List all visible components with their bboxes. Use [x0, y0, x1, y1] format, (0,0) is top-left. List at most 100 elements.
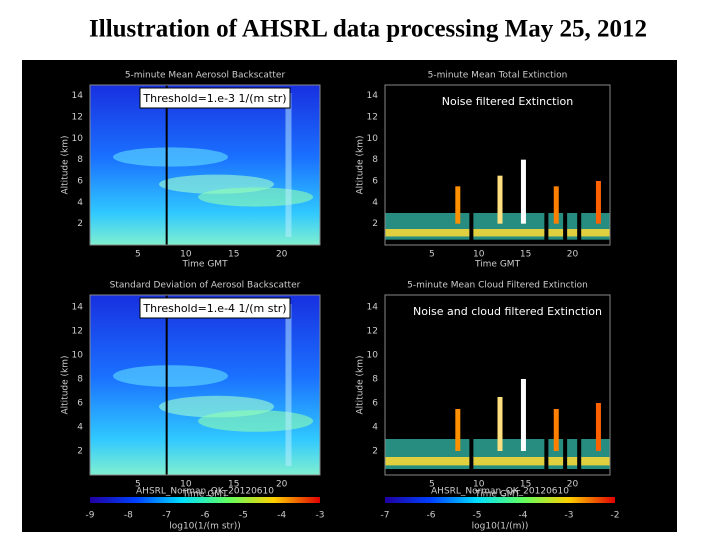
cloud-column — [469, 403, 474, 475]
colorbar-caption: AHSRL_Norman_OK_20120610 — [431, 487, 569, 497]
x-axis-label: Time GMT — [474, 260, 521, 270]
y-tick-label: 6 — [372, 399, 378, 409]
y-axis-label: Altitude (km) — [61, 135, 71, 194]
cloud-feature — [285, 93, 292, 237]
cloud-feature — [285, 304, 292, 466]
cloud-column — [544, 181, 549, 245]
aerosol-feature — [113, 365, 228, 387]
x-axis-label: Time GMT — [181, 490, 228, 500]
y-tick-label: 4 — [77, 198, 83, 208]
x-tick-label: 20 — [276, 250, 288, 260]
boundary-layer-top — [385, 229, 610, 237]
y-tick-label: 6 — [372, 177, 378, 187]
plot-frame — [89, 294, 321, 476]
x-tick-label: 15 — [228, 480, 239, 490]
y-tick-label: 10 — [72, 351, 84, 361]
y-tick-label: 12 — [72, 327, 83, 337]
y-tick-label: 4 — [372, 198, 378, 208]
plot-frame — [384, 84, 611, 246]
y-tick-label: 12 — [367, 113, 378, 123]
colorbar-tick-label: -7 — [162, 511, 171, 521]
cloud-column — [455, 186, 461, 224]
y-tick-label: 6 — [77, 177, 83, 187]
heatmap — [90, 295, 320, 475]
y-tick-label: 6 — [77, 399, 83, 409]
panel-title: Standard Deviation of Aerosol Backscatte… — [110, 281, 301, 291]
colorbar-tick-label: -6 — [201, 511, 210, 521]
y-tick-label: 12 — [367, 327, 378, 337]
colorbar-tick-label: -5 — [239, 511, 248, 521]
y-tick-label: 8 — [77, 155, 83, 165]
x-tick-label: 5 — [429, 480, 435, 490]
panel-title: 5-minute Mean Aerosol Backscatter — [125, 71, 286, 81]
aerosol-feature — [198, 187, 314, 207]
y-tick-label: 2 — [77, 219, 83, 229]
cloud-column — [563, 181, 568, 245]
colorbar-label: log10(1/(m str)) — [169, 522, 241, 532]
colorbar-tick-label: -9 — [86, 511, 95, 521]
cloud-column — [520, 379, 526, 451]
y-tick-label: 2 — [372, 447, 378, 457]
colorbar-tick-label: -4 — [519, 511, 528, 521]
colorbar-tick-label: -7 — [381, 511, 390, 521]
slide-title: Illustration of AHSRL data processing Ma… — [89, 16, 647, 43]
y-tick-label: 8 — [77, 375, 83, 385]
y-tick-label: 14 — [367, 91, 379, 101]
y-axis-label: Altitude (km) — [356, 355, 366, 414]
plot-frame — [384, 294, 611, 476]
x-tick-label: 5 — [135, 480, 141, 490]
x-tick-label: 15 — [520, 250, 531, 260]
overlay-label: Noise filtered Extinction — [442, 95, 574, 108]
boundary-layer-top — [385, 457, 610, 466]
x-tick-label: 20 — [567, 250, 579, 260]
colorbar-tick-label: -2 — [611, 511, 620, 521]
colorbar-tick-label: -3 — [565, 511, 574, 521]
colorbar — [385, 497, 615, 503]
overlay-box — [139, 87, 291, 109]
y-tick-label: 8 — [372, 155, 378, 165]
y-tick-label: 10 — [367, 351, 379, 361]
cloud-column — [595, 403, 601, 451]
overlay-label: Threshold=1.e-4 1/(m str) — [142, 302, 286, 315]
x-tick-label: 20 — [567, 480, 579, 490]
y-axis-label: Altitude (km) — [356, 135, 366, 194]
cloud-column — [595, 181, 601, 224]
cloud-column — [520, 159, 526, 224]
y-tick-label: 14 — [367, 303, 379, 313]
y-tick-label: 8 — [372, 375, 378, 385]
colorbar-tick-label: -5 — [473, 511, 482, 521]
y-tick-label: 2 — [77, 447, 83, 457]
colorbar-tick-label: -8 — [124, 511, 133, 521]
y-tick-label: 12 — [72, 113, 83, 123]
colorbar-tick-label: -6 — [427, 511, 436, 521]
x-axis-label: Time GMT — [181, 260, 228, 270]
cloud-column — [544, 403, 549, 475]
y-tick-label: 4 — [372, 423, 378, 433]
cloud-column — [455, 409, 461, 451]
x-tick-label: 20 — [276, 480, 288, 490]
plot-frame — [89, 84, 321, 246]
x-tick-label: 10 — [180, 480, 192, 490]
y-tick-label: 10 — [72, 134, 84, 144]
overlay-box — [139, 297, 291, 319]
cloud-column — [577, 181, 582, 245]
panel-title: 5-minute Mean Total Extinction — [428, 71, 568, 81]
x-tick-label: 10 — [180, 250, 192, 260]
aerosol-feature — [198, 410, 314, 432]
y-axis-label: Altitude (km) — [61, 355, 71, 414]
colorbar-tick-label: -3 — [316, 511, 325, 521]
y-tick-label: 14 — [72, 303, 84, 313]
x-tick-label: 5 — [135, 250, 141, 260]
y-tick-label: 10 — [367, 134, 379, 144]
colorbar-tick-label: -4 — [277, 511, 286, 521]
y-tick-label: 4 — [77, 423, 83, 433]
cloud-column — [497, 397, 503, 451]
y-tick-label: 2 — [372, 219, 378, 229]
y-tick-label: 14 — [72, 91, 84, 101]
x-axis-label: Time GMT — [474, 490, 521, 500]
cloud-column — [577, 403, 582, 475]
overlay-label: Threshold=1.e-3 1/(m str) — [142, 92, 286, 105]
colorbar-caption: AHSRL_Norman_OK_20120610 — [136, 487, 274, 497]
